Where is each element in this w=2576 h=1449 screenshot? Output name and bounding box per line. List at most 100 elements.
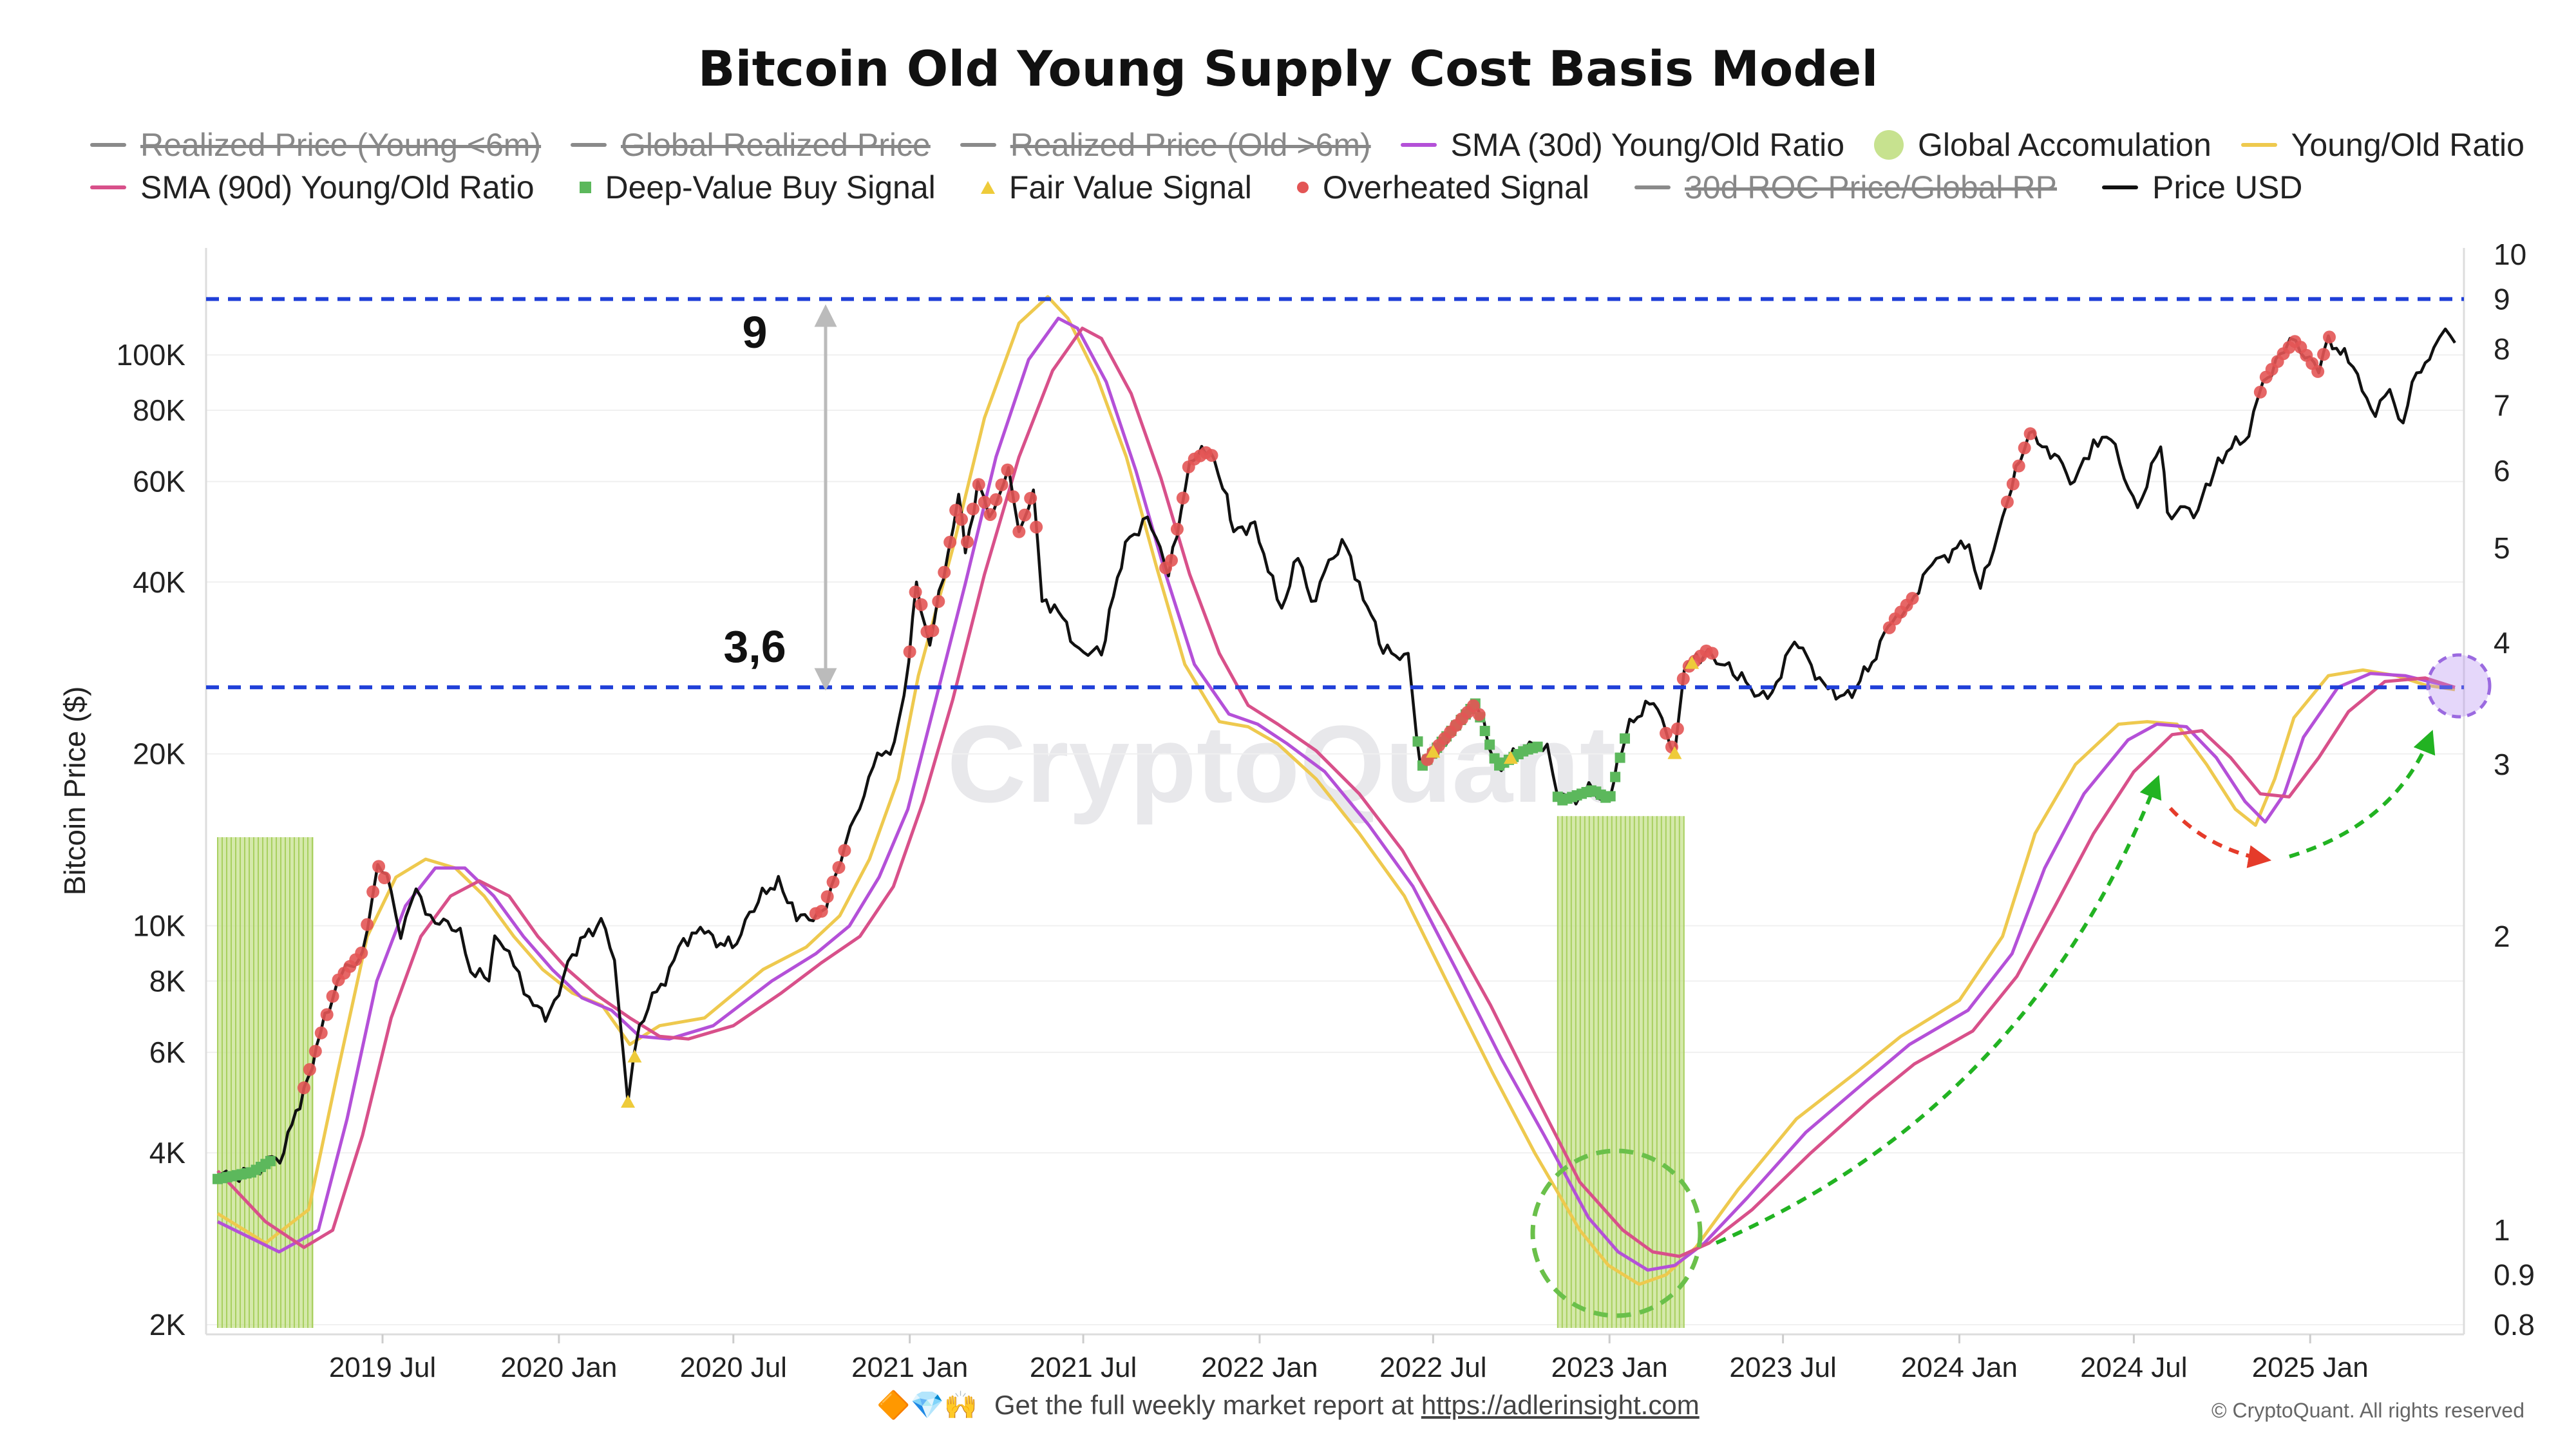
overheated-marker: [960, 535, 974, 549]
legend-swatch: [90, 185, 126, 189]
footer-emoji: 🔶💎🙌: [876, 1390, 978, 1420]
deep-value-buy-marker: [1610, 772, 1621, 782]
overheated-marker: [314, 1026, 328, 1039]
fair-value-marker: [627, 1049, 642, 1063]
y2-tick-label: 8: [2494, 332, 2510, 366]
legend-item-overheated[interactable]: Overheated Signal: [1296, 169, 1590, 206]
deep-value-buy-marker: [1412, 736, 1423, 747]
legend-row-2: SMA (90d) Young/Old Ratio Deep-Value Buy…: [90, 166, 2524, 209]
overheated-marker: [1007, 490, 1020, 504]
overheated-marker: [1176, 491, 1189, 505]
overheated-marker: [932, 594, 945, 608]
y2-tick-label: 0.8: [2494, 1308, 2535, 1341]
legend-item-sma30[interactable]: SMA (30d) Young/Old Ratio: [1400, 126, 1844, 164]
legend-swatch: [980, 181, 995, 194]
legend-item-deep-value[interactable]: Deep-Value Buy Signal: [579, 169, 936, 206]
trend-arrow-green-2: [2289, 730, 2436, 858]
overheated-marker: [943, 535, 957, 549]
legend-item-young-old-ratio[interactable]: Young/Old Ratio: [2240, 126, 2524, 164]
y2-tick-label: 1: [2494, 1213, 2510, 1247]
overheated-marker: [989, 493, 1003, 506]
legend-item-price-usd[interactable]: Price USD: [2102, 169, 2302, 206]
overheated-marker: [2311, 365, 2325, 378]
overheated-marker: [303, 1063, 316, 1076]
x-tick-label: 2020 Jan: [500, 1352, 617, 1383]
x-tick-label: 2020 Jul: [680, 1352, 787, 1383]
overheated-marker: [978, 495, 991, 509]
grid: [206, 354, 2464, 1325]
legend-label: SMA (90d) Young/Old Ratio: [140, 169, 535, 205]
overheated-marker: [366, 885, 380, 898]
legend-swatch: [960, 143, 996, 147]
deep-value-buy-marker: [1484, 739, 1495, 750]
tick-labels: 2K 4K 6K 8K 10K 20K 40K 60K 80K 100K 0.8 0.9 1 2 3 4 5 6 7…: [117, 238, 2535, 1383]
legend-swatch: [1873, 130, 1904, 160]
legend-swatch: [571, 143, 607, 147]
x-tick-label: 2023 Jul: [1729, 1352, 1836, 1383]
overheated-marker: [1472, 708, 1486, 721]
overheated-marker: [2012, 459, 2025, 473]
legend-label: Global Accomulation: [1917, 127, 2211, 163]
chart-title: Bitcoin Old Young Supply Cost Basis Mode…: [697, 40, 1879, 97]
annotation-lower-value: 3,6: [723, 621, 786, 672]
legend-item-roc[interactable]: 30d ROC Price/Global RP: [1634, 169, 2057, 206]
y-tick-label: 60K: [133, 465, 185, 498]
legend-swatch: [90, 143, 126, 147]
deep-value-buy-marker: [1479, 726, 1490, 737]
legend-label: 30d ROC Price/Global RP: [1685, 169, 2058, 205]
legend-label: Global Realized Price: [621, 127, 931, 163]
deep-value-buy-marker: [1615, 752, 1625, 763]
y-tick-label: 40K: [133, 565, 185, 599]
y-tick-label: 100K: [117, 338, 186, 372]
legend-label: Realized Price (Old >6m): [1010, 127, 1371, 163]
overheated-marker: [2323, 330, 2336, 344]
y-tick-label: 8K: [149, 964, 186, 998]
y2-tick-label: 2: [2494, 920, 2510, 953]
reference-lines: [206, 297, 2464, 690]
fair-value-marker: [1667, 746, 1682, 759]
overheated-marker: [972, 478, 985, 491]
axes: [205, 248, 2465, 1336]
legend-item-fair-value[interactable]: Fair Value Signal: [980, 169, 1252, 206]
overheated-marker: [2317, 348, 2331, 361]
fair-value-marker: [621, 1095, 636, 1108]
overheated-marker: [372, 860, 386, 873]
legend-label: Overheated Signal: [1322, 169, 1590, 205]
legend-item-sma90[interactable]: SMA (90d) Young/Old Ratio: [90, 169, 535, 206]
legend-item-global-realized[interactable]: Global Realized Price: [571, 126, 931, 164]
overheated-marker: [1018, 508, 1032, 522]
legend-swatch: [2240, 143, 2277, 147]
overheated-marker: [1164, 554, 1178, 567]
overheated-marker: [926, 624, 940, 638]
watermark: CryptoQuant: [947, 703, 1616, 826]
legend-item-realized-young[interactable]: Realized Price (Young <6m): [90, 126, 541, 164]
y-tick-label: 80K: [133, 393, 185, 427]
overheated-marker: [1906, 592, 1919, 605]
legend-swatch: [579, 182, 591, 193]
overheated-marker: [297, 1081, 310, 1095]
overheated-marker: [320, 1008, 334, 1021]
overheated-marker: [1001, 463, 1014, 477]
trend-arrow-green-1: [1715, 775, 2162, 1245]
x-tick-label: 2019 Jul: [329, 1352, 436, 1383]
overheated-marker: [2000, 495, 2014, 509]
deep-value-buy-marker: [265, 1155, 276, 1166]
series-line-young-old-ratio: [216, 295, 2456, 1286]
overheated-marker: [909, 585, 922, 599]
legend-swatch: [1296, 182, 1309, 193]
legend-item-realized-old[interactable]: Realized Price (Old >6m): [960, 126, 1371, 164]
series-line-sma-30d-young-old-ratio: [216, 316, 2456, 1272]
fair-value-marker: [1685, 656, 1700, 669]
ratio-lines: [216, 295, 2456, 1286]
footer-link[interactable]: https://adlerinsight.com: [1421, 1390, 1700, 1420]
trend-arrow-red: [2168, 806, 2272, 869]
legend-item-global-accumulation[interactable]: Global Accomulation: [1873, 126, 2211, 164]
signal-markers: [213, 330, 2336, 1184]
y-tick-label: 2K: [149, 1308, 186, 1341]
overheated-marker: [832, 860, 846, 874]
overheated-marker: [1170, 522, 1184, 536]
legend-swatch: [2102, 185, 2139, 189]
legend-row-1: Realized Price (Young <6m) Global Realiz…: [90, 124, 2524, 166]
series-line-sma-90d-young-old-ratio: [216, 327, 2456, 1258]
legend: Realized Price (Young <6m) Global Realiz…: [90, 124, 2524, 209]
